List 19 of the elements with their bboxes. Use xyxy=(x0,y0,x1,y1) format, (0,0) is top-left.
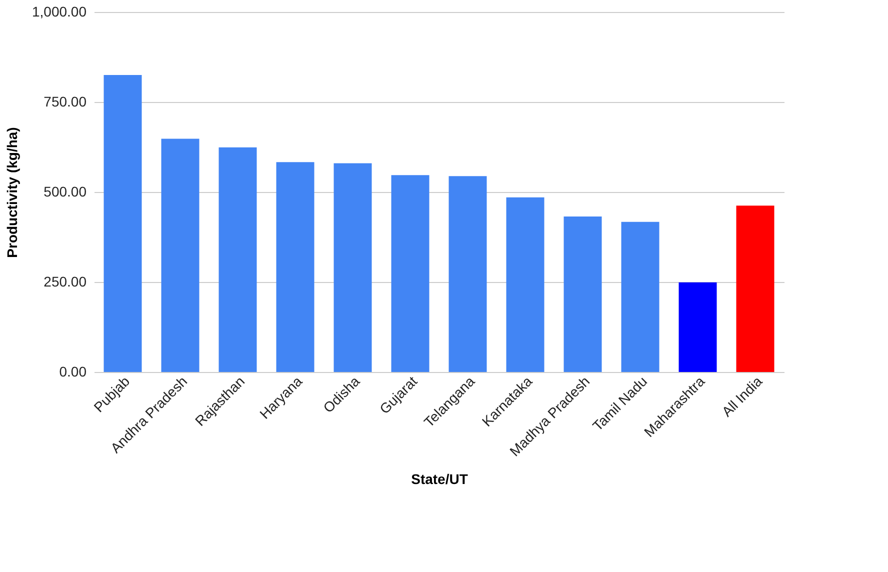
bar xyxy=(218,147,257,372)
bar xyxy=(448,176,487,372)
bar xyxy=(678,282,717,372)
y-tick-label: 250.00 xyxy=(44,274,87,290)
bar xyxy=(161,138,200,372)
bar xyxy=(621,222,660,372)
y-tick-label: 0.00 xyxy=(59,364,87,380)
bar xyxy=(736,206,774,372)
bar xyxy=(104,75,142,372)
x-axis-title: State/UT xyxy=(411,471,468,488)
bar xyxy=(506,197,544,372)
y-axis-title: Productivity (kg/ha) xyxy=(4,127,20,258)
y-tick-label: 500.00 xyxy=(44,184,87,200)
bar xyxy=(276,162,314,372)
bar xyxy=(334,163,372,372)
y-tick-label: 750.00 xyxy=(44,94,87,110)
y-tick-label: 1,000.00 xyxy=(32,4,87,20)
bar xyxy=(391,175,430,372)
bar xyxy=(564,216,602,372)
